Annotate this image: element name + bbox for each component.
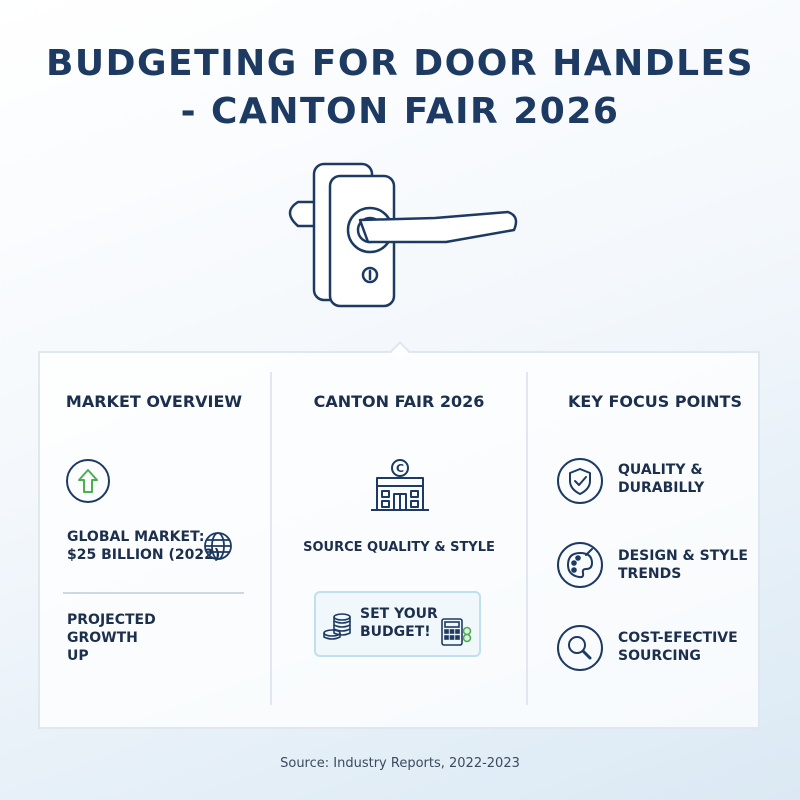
palette-icon — [556, 541, 604, 589]
up-arrow-icon — [65, 458, 111, 504]
focus-item-line-1: DESIGN & STYLE — [618, 548, 748, 564]
global-market-label: GLOBAL MARKET: $25 BILLION (2022) — [67, 528, 220, 564]
source-quality-text: SOURCE QUALITY & STYLE — [303, 540, 495, 555]
projected-line-1: PROJECTED — [67, 612, 156, 628]
door-handle-icon — [270, 150, 530, 320]
source-citation: Source: Industry Reports, 2022-2023 — [280, 756, 520, 771]
column-divider — [270, 372, 272, 705]
focus-item-line-2: DURABILLY — [618, 480, 705, 496]
set-budget-line-2: BUDGET! — [360, 624, 431, 640]
title-line-1: BUDGETING FOR DOOR HANDLES — [45, 43, 755, 84]
page-title: BUDGETING FOR DOOR HANDLES - CANTON FAIR… — [0, 40, 800, 136]
set-budget-line-1: SET YOUR — [360, 606, 438, 622]
projected-line-3: UP — [67, 648, 89, 664]
global-market-line-2: $25 BILLION (2022) — [67, 547, 221, 563]
key-focus-heading: KEY FOCUS POINTS — [568, 392, 742, 411]
calculator-icon — [440, 617, 472, 647]
svg-text:C: C — [396, 462, 404, 475]
column-divider — [526, 372, 528, 705]
focus-item-line-2: TRENDS — [618, 566, 682, 582]
set-budget-label: SET YOUR BUDGET! — [360, 605, 438, 641]
info-panel — [38, 351, 760, 729]
projected-growth-label: PROJECTED GROWTH UP — [67, 611, 156, 665]
shield-check-icon — [556, 457, 604, 505]
market-separator — [63, 592, 244, 594]
building-icon: C — [369, 458, 431, 516]
market-overview-heading: MARKET OVERVIEW — [65, 392, 243, 411]
focus-item-quality: QUALITY & DURABILLY — [618, 461, 704, 497]
set-budget-button[interactable] — [314, 591, 481, 657]
focus-item-line-1: QUALITY & — [618, 462, 703, 478]
focus-item-design: DESIGN & STYLE TRENDS — [618, 547, 748, 583]
projected-line-2: GROWTH — [67, 630, 138, 646]
coins-icon — [322, 609, 354, 641]
focus-item-line-2: SOURCING — [618, 648, 701, 664]
global-market-line-1: GLOBAL MARKET: — [67, 529, 205, 545]
focus-item-sourcing: COST-EFECTIVE SOURCING — [618, 629, 738, 665]
title-line-2: - CANTON FAIR 2026 — [180, 91, 620, 132]
magnifier-icon — [556, 624, 604, 672]
globe-icon — [203, 531, 233, 561]
canton-fair-heading: CANTON FAIR 2026 — [313, 392, 485, 411]
focus-item-line-1: COST-EFECTIVE — [618, 630, 738, 646]
